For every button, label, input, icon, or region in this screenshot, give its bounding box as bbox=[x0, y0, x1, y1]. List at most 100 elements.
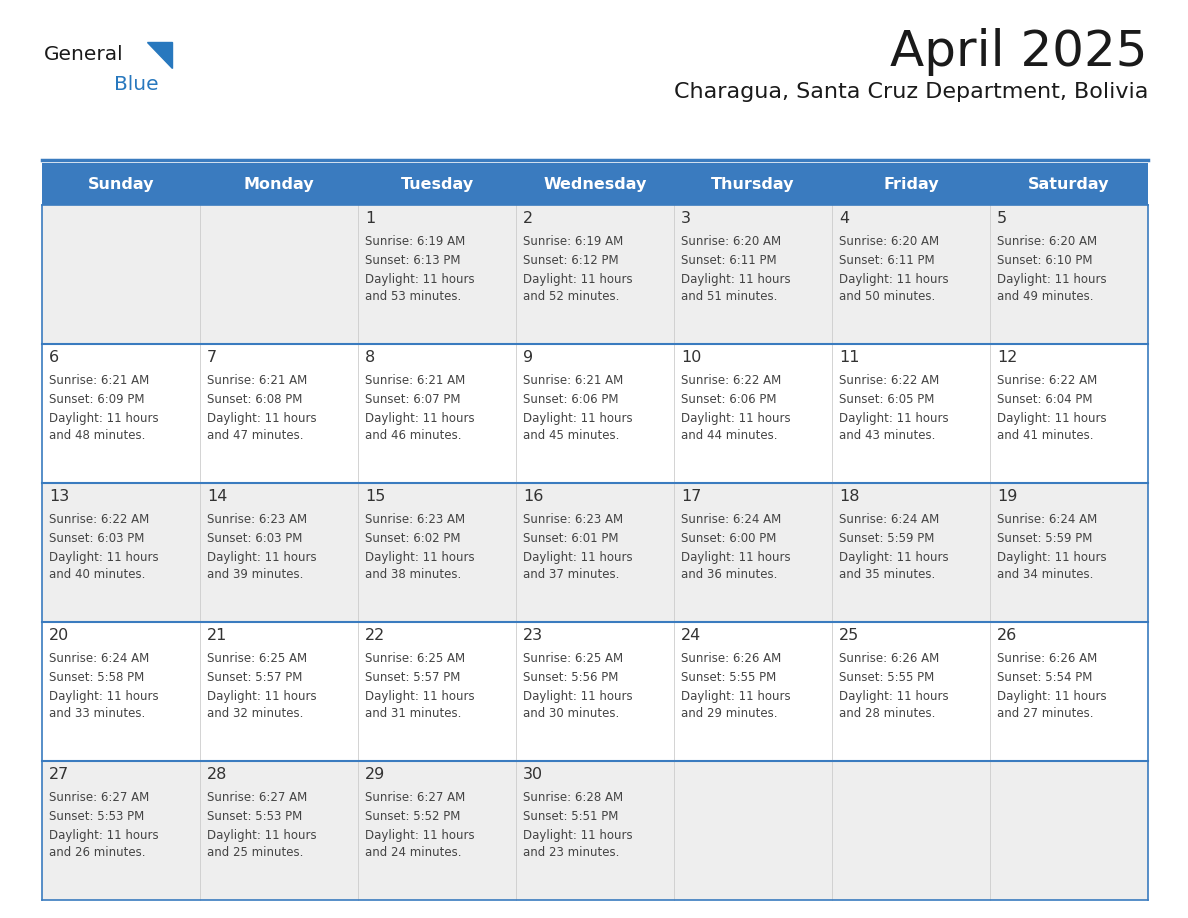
Text: Sunrise: 6:23 AM: Sunrise: 6:23 AM bbox=[365, 513, 466, 526]
Text: 22: 22 bbox=[365, 628, 385, 643]
Text: Daylight: 11 hours: Daylight: 11 hours bbox=[523, 829, 633, 843]
Text: 4: 4 bbox=[839, 211, 849, 226]
Text: Daylight: 11 hours: Daylight: 11 hours bbox=[365, 829, 475, 843]
Text: Sunrise: 6:25 AM: Sunrise: 6:25 AM bbox=[207, 652, 308, 665]
Bar bbox=[42, 483, 1148, 622]
Text: Sunrise: 6:25 AM: Sunrise: 6:25 AM bbox=[365, 652, 466, 665]
Text: Sunset: 6:00 PM: Sunset: 6:00 PM bbox=[681, 532, 777, 545]
Text: Sunset: 6:03 PM: Sunset: 6:03 PM bbox=[207, 532, 303, 545]
Text: Sunset: 6:05 PM: Sunset: 6:05 PM bbox=[839, 393, 935, 406]
Text: Sunset: 5:55 PM: Sunset: 5:55 PM bbox=[681, 671, 776, 684]
Text: Sunset: 6:03 PM: Sunset: 6:03 PM bbox=[49, 532, 145, 545]
Text: Daylight: 11 hours: Daylight: 11 hours bbox=[839, 552, 949, 565]
Text: and 47 minutes.: and 47 minutes. bbox=[207, 430, 303, 442]
Text: Daylight: 11 hours: Daylight: 11 hours bbox=[207, 412, 317, 425]
Text: and 43 minutes.: and 43 minutes. bbox=[839, 430, 935, 442]
Bar bbox=[42, 344, 1148, 483]
Text: and 53 minutes.: and 53 minutes. bbox=[365, 290, 461, 303]
Text: 28: 28 bbox=[207, 767, 227, 782]
Text: 17: 17 bbox=[681, 489, 701, 504]
Text: Sunset: 5:52 PM: Sunset: 5:52 PM bbox=[365, 811, 461, 823]
Text: Sunset: 6:07 PM: Sunset: 6:07 PM bbox=[365, 393, 461, 406]
Text: 1: 1 bbox=[365, 211, 375, 226]
Text: Sunrise: 6:22 AM: Sunrise: 6:22 AM bbox=[997, 374, 1098, 387]
Text: Daylight: 11 hours: Daylight: 11 hours bbox=[681, 690, 791, 703]
Text: 2: 2 bbox=[523, 211, 533, 226]
Text: Daylight: 11 hours: Daylight: 11 hours bbox=[365, 412, 475, 425]
Text: Sunrise: 6:20 AM: Sunrise: 6:20 AM bbox=[997, 235, 1098, 248]
Text: Sunrise: 6:26 AM: Sunrise: 6:26 AM bbox=[997, 652, 1098, 665]
Text: and 38 minutes.: and 38 minutes. bbox=[365, 568, 461, 581]
Text: Sunset: 5:56 PM: Sunset: 5:56 PM bbox=[523, 671, 619, 684]
Text: Daylight: 11 hours: Daylight: 11 hours bbox=[997, 412, 1107, 425]
Bar bbox=[42, 761, 1148, 900]
Text: Daylight: 11 hours: Daylight: 11 hours bbox=[681, 552, 791, 565]
Text: Sunrise: 6:20 AM: Sunrise: 6:20 AM bbox=[681, 235, 782, 248]
Bar bbox=[42, 163, 1148, 205]
Text: 11: 11 bbox=[839, 350, 859, 365]
Text: Daylight: 11 hours: Daylight: 11 hours bbox=[997, 552, 1107, 565]
Text: Sunset: 5:54 PM: Sunset: 5:54 PM bbox=[997, 671, 1093, 684]
Bar bbox=[42, 622, 1148, 761]
Text: 26: 26 bbox=[997, 628, 1017, 643]
Text: Sunrise: 6:23 AM: Sunrise: 6:23 AM bbox=[207, 513, 308, 526]
Text: Sunrise: 6:26 AM: Sunrise: 6:26 AM bbox=[681, 652, 782, 665]
Text: Sunrise: 6:21 AM: Sunrise: 6:21 AM bbox=[523, 374, 624, 387]
Text: 21: 21 bbox=[207, 628, 227, 643]
Text: Sunrise: 6:25 AM: Sunrise: 6:25 AM bbox=[523, 652, 624, 665]
Text: Daylight: 11 hours: Daylight: 11 hours bbox=[839, 690, 949, 703]
Text: Blue: Blue bbox=[114, 75, 159, 94]
Text: and 26 minutes.: and 26 minutes. bbox=[49, 846, 145, 859]
Text: Sunrise: 6:21 AM: Sunrise: 6:21 AM bbox=[365, 374, 466, 387]
Text: Daylight: 11 hours: Daylight: 11 hours bbox=[681, 274, 791, 286]
Text: 3: 3 bbox=[681, 211, 691, 226]
Text: Sunrise: 6:24 AM: Sunrise: 6:24 AM bbox=[997, 513, 1098, 526]
Text: and 36 minutes.: and 36 minutes. bbox=[681, 568, 777, 581]
Text: and 45 minutes.: and 45 minutes. bbox=[523, 430, 619, 442]
Text: and 34 minutes.: and 34 minutes. bbox=[997, 568, 1093, 581]
Text: and 29 minutes.: and 29 minutes. bbox=[681, 707, 777, 721]
Text: Daylight: 11 hours: Daylight: 11 hours bbox=[997, 274, 1107, 286]
Text: and 27 minutes.: and 27 minutes. bbox=[997, 707, 1093, 721]
Text: Daylight: 11 hours: Daylight: 11 hours bbox=[523, 274, 633, 286]
Text: Daylight: 11 hours: Daylight: 11 hours bbox=[365, 274, 475, 286]
Text: Daylight: 11 hours: Daylight: 11 hours bbox=[49, 552, 159, 565]
Text: 9: 9 bbox=[523, 350, 533, 365]
Text: and 32 minutes.: and 32 minutes. bbox=[207, 707, 303, 721]
Text: Daylight: 11 hours: Daylight: 11 hours bbox=[207, 552, 317, 565]
Text: Daylight: 11 hours: Daylight: 11 hours bbox=[365, 552, 475, 565]
Text: Sunset: 6:06 PM: Sunset: 6:06 PM bbox=[681, 393, 777, 406]
Text: Sunrise: 6:19 AM: Sunrise: 6:19 AM bbox=[365, 235, 466, 248]
Text: 5: 5 bbox=[997, 211, 1007, 226]
Text: Sunset: 5:57 PM: Sunset: 5:57 PM bbox=[365, 671, 461, 684]
Text: 7: 7 bbox=[207, 350, 217, 365]
Text: Sunset: 5:51 PM: Sunset: 5:51 PM bbox=[523, 811, 619, 823]
Text: Sunset: 5:57 PM: Sunset: 5:57 PM bbox=[207, 671, 303, 684]
Text: 10: 10 bbox=[681, 350, 701, 365]
Text: 19: 19 bbox=[997, 489, 1017, 504]
Text: Daylight: 11 hours: Daylight: 11 hours bbox=[523, 552, 633, 565]
Text: and 49 minutes.: and 49 minutes. bbox=[997, 290, 1093, 303]
Text: and 35 minutes.: and 35 minutes. bbox=[839, 568, 935, 581]
Text: Sunrise: 6:27 AM: Sunrise: 6:27 AM bbox=[365, 791, 466, 804]
Text: Sunrise: 6:23 AM: Sunrise: 6:23 AM bbox=[523, 513, 624, 526]
Text: Daylight: 11 hours: Daylight: 11 hours bbox=[839, 274, 949, 286]
Text: Sunset: 5:53 PM: Sunset: 5:53 PM bbox=[207, 811, 302, 823]
Text: Sunset: 6:11 PM: Sunset: 6:11 PM bbox=[681, 254, 777, 267]
Text: and 25 minutes.: and 25 minutes. bbox=[207, 846, 303, 859]
Text: Daylight: 11 hours: Daylight: 11 hours bbox=[365, 690, 475, 703]
Polygon shape bbox=[147, 42, 172, 68]
Text: Monday: Monday bbox=[244, 176, 315, 192]
Text: 27: 27 bbox=[49, 767, 69, 782]
Text: Sunset: 6:09 PM: Sunset: 6:09 PM bbox=[49, 393, 145, 406]
Text: Wednesday: Wednesday bbox=[543, 176, 646, 192]
Text: and 33 minutes.: and 33 minutes. bbox=[49, 707, 145, 721]
Text: Charagua, Santa Cruz Department, Bolivia: Charagua, Santa Cruz Department, Bolivia bbox=[674, 82, 1148, 102]
Text: 18: 18 bbox=[839, 489, 859, 504]
Text: and 24 minutes.: and 24 minutes. bbox=[365, 846, 461, 859]
Text: Daylight: 11 hours: Daylight: 11 hours bbox=[681, 412, 791, 425]
Text: Sunrise: 6:24 AM: Sunrise: 6:24 AM bbox=[49, 652, 150, 665]
Text: and 41 minutes.: and 41 minutes. bbox=[997, 430, 1093, 442]
Text: Sunrise: 6:22 AM: Sunrise: 6:22 AM bbox=[839, 374, 940, 387]
Text: Sunset: 6:02 PM: Sunset: 6:02 PM bbox=[365, 532, 461, 545]
